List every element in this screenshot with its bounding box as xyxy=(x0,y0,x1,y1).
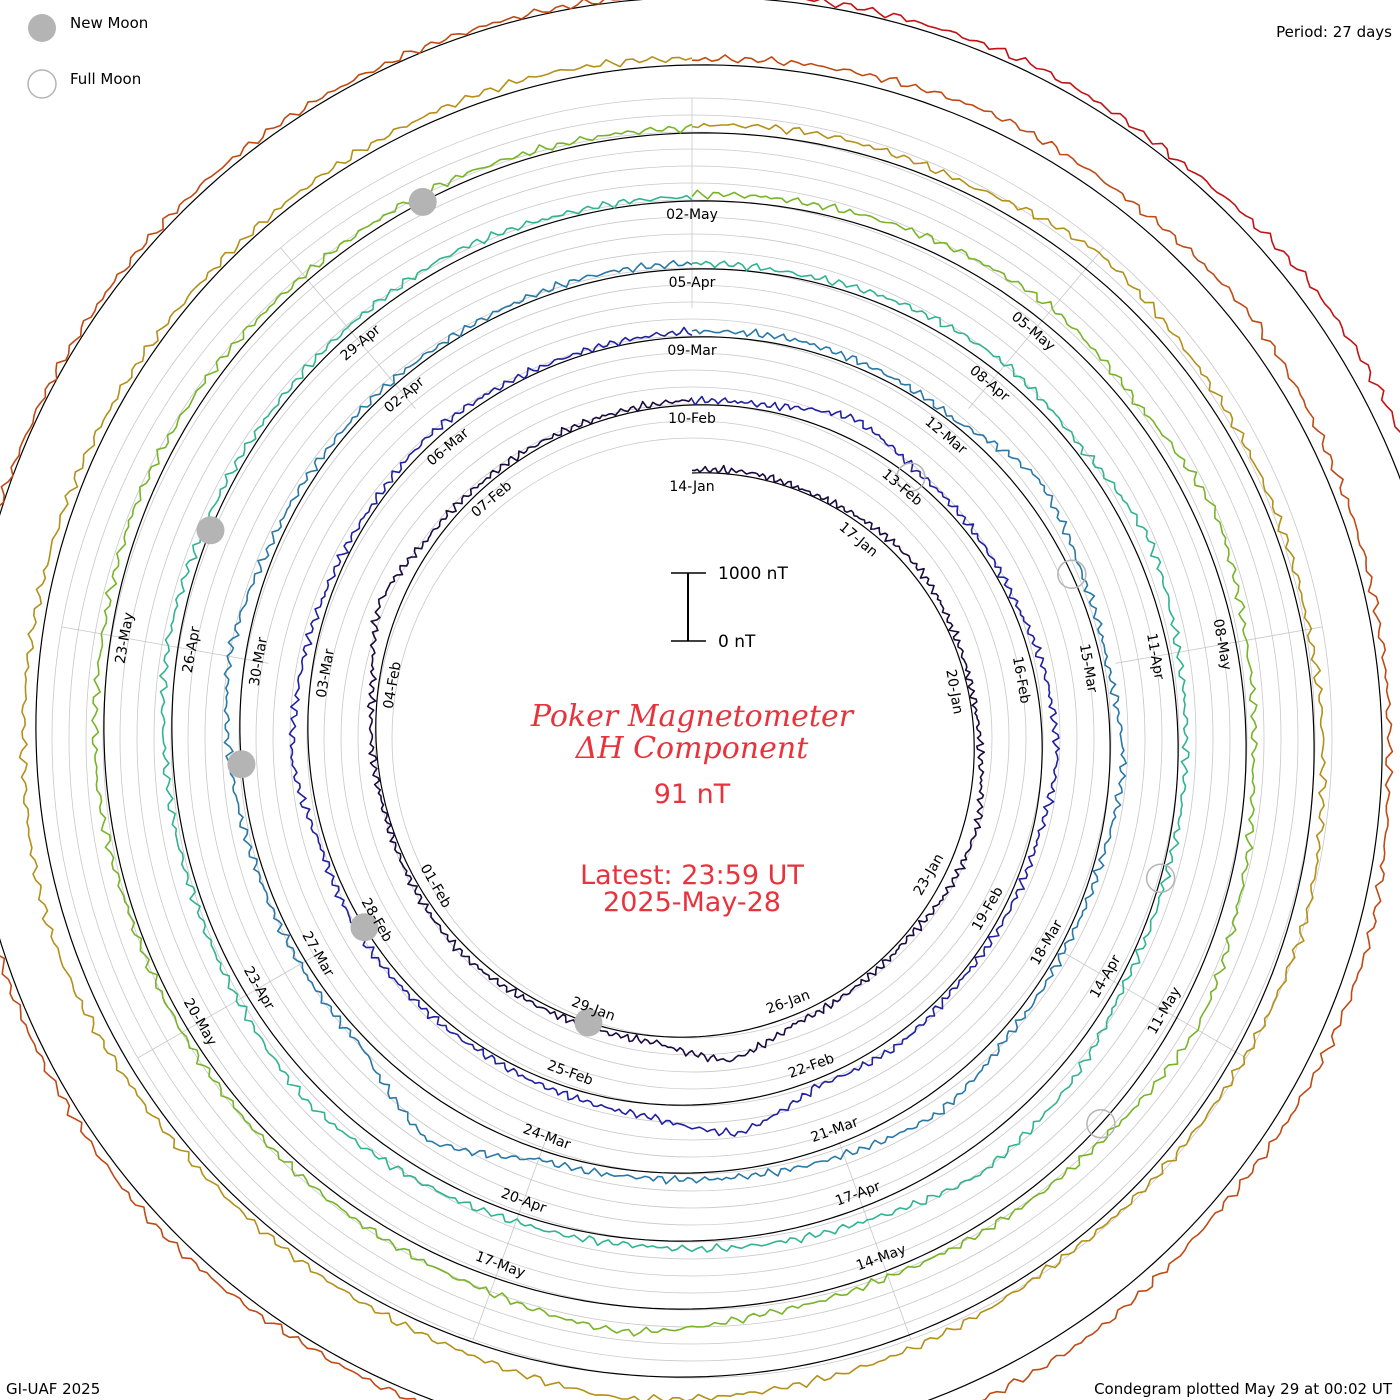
full-moon-marker xyxy=(1145,863,1176,894)
date-label: 23-Apr xyxy=(240,964,277,1013)
series-line-7 xyxy=(805,0,1400,434)
grid-ring xyxy=(306,352,1078,1124)
current-value: 91 nT xyxy=(654,779,731,810)
chart-title-line1: Poker Magnetometer xyxy=(530,699,855,734)
grid-spoke xyxy=(968,247,1104,409)
date-label: 02-May xyxy=(666,207,718,223)
new-moon-marker xyxy=(227,750,256,779)
scale-bottom-label: 0 nT xyxy=(718,632,756,652)
date-label: 05-May xyxy=(1008,309,1058,355)
grid-spoke xyxy=(1115,626,1323,664)
series-line-0 xyxy=(366,397,986,1063)
grid-layer xyxy=(51,97,1333,1379)
new-moon-marker xyxy=(408,187,437,216)
date-label: 04-Feb xyxy=(381,660,405,710)
date-label: 14-Jan xyxy=(669,479,714,495)
grid-spoke xyxy=(838,1141,912,1340)
series-line-2 xyxy=(223,259,1127,1185)
legend-new-moon-label: New Moon xyxy=(70,14,148,32)
date-label: 11-Apr xyxy=(1143,632,1167,681)
date-label: 23-May xyxy=(113,611,138,665)
date-label: 15-Mar xyxy=(1076,643,1100,695)
series-line-3 xyxy=(159,194,1190,1253)
grid-spoke xyxy=(1064,952,1247,1059)
date-label: 14-May xyxy=(854,1242,908,1275)
grid-spoke xyxy=(61,626,269,664)
legend: New Moon Full Moon xyxy=(27,14,148,99)
date-label: 26-Apr xyxy=(180,625,204,674)
chart-title-line2: ΔH Component xyxy=(575,731,809,766)
plotted-label: Condegram plotted May 29 at 00:02 UT xyxy=(1094,1380,1393,1398)
date-label: 03-Mar xyxy=(314,648,338,700)
date-label: 08-May xyxy=(1210,618,1235,672)
moon-layer xyxy=(196,187,1176,1139)
latest-date: 2025-May-28 xyxy=(603,887,781,918)
new-moon-marker xyxy=(350,913,379,942)
date-label: 25-Feb xyxy=(545,1058,595,1089)
date-label: 20-May xyxy=(180,996,220,1049)
grid-ring xyxy=(357,403,1027,1073)
date-label: 13-Feb xyxy=(879,466,926,509)
grid-ring xyxy=(289,335,1095,1141)
grid-spoke xyxy=(137,952,320,1059)
new-moon-marker xyxy=(196,516,225,545)
scale-bar: 1000 nT 0 nT xyxy=(671,564,788,652)
grid-ring xyxy=(340,386,1044,1090)
date-label: 26-Jan xyxy=(764,987,812,1018)
latest-time: Latest: 23:59 UT xyxy=(580,860,804,891)
date-label: 20-Apr xyxy=(499,1186,549,1217)
date-label: 30-Mar xyxy=(247,636,271,688)
grid-ring xyxy=(272,318,1112,1158)
full-moon-marker xyxy=(896,462,926,492)
date-label: 24-Mar xyxy=(521,1121,573,1153)
date-label: 21-Mar xyxy=(809,1114,861,1146)
credit-label: GI-UAF 2025 xyxy=(6,1380,100,1398)
date-label: 12-Mar xyxy=(922,414,970,458)
grid-ring xyxy=(374,420,1010,1056)
date-label: 08-Apr xyxy=(966,363,1012,405)
date-label: 22-Feb xyxy=(786,1050,836,1081)
date-label: 20-Jan xyxy=(942,668,966,715)
period-label: Period: 27 days xyxy=(1276,23,1392,41)
date-label: 16-Feb xyxy=(1009,655,1033,705)
date-label: 14-Apr xyxy=(1087,952,1124,1001)
series-line-1 xyxy=(288,326,1060,1137)
full-moon-marker xyxy=(1057,559,1087,589)
full-moon-marker xyxy=(1086,1109,1116,1139)
date-label: 09-Mar xyxy=(667,343,717,359)
grid-spoke xyxy=(472,1141,546,1340)
scale-top-label: 1000 nT xyxy=(718,564,788,584)
new-moon-marker xyxy=(574,1008,603,1037)
new-moon-icon xyxy=(28,14,56,42)
legend-full-moon-label: Full Moon xyxy=(70,70,141,88)
series-line-4 xyxy=(91,123,1258,1337)
grid-ring xyxy=(323,369,1061,1107)
date-label: 10-Feb xyxy=(668,411,716,427)
grid-ring xyxy=(391,437,993,1039)
full-moon-icon xyxy=(27,69,57,99)
date-label: 17-Apr xyxy=(833,1178,883,1209)
date-label: 17-Jan xyxy=(836,519,881,560)
date-label: 23-Jan xyxy=(911,851,947,898)
date-label: 05-Apr xyxy=(669,275,716,291)
